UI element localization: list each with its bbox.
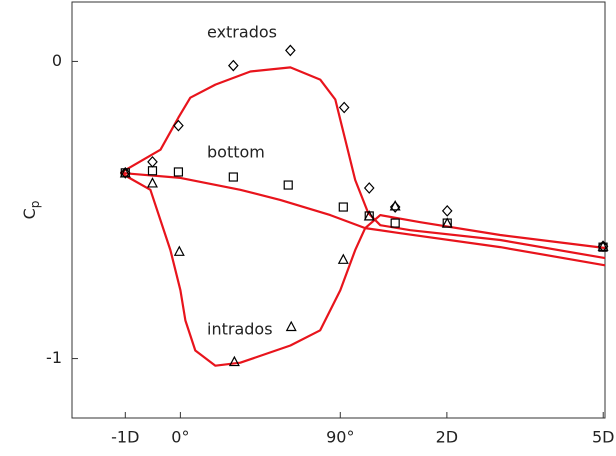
marker-diamond xyxy=(119,166,131,179)
annotation: intrados xyxy=(207,320,273,339)
marker-square xyxy=(390,218,400,228)
marker-triangle xyxy=(337,253,349,264)
marker-square xyxy=(228,172,238,182)
marker-diamond xyxy=(173,119,184,132)
plot-frame xyxy=(71,1,606,419)
x-tick-label: 90° xyxy=(326,428,354,447)
marker-diamond xyxy=(147,155,158,168)
annotation: extrados xyxy=(207,23,277,42)
marker-triangle xyxy=(119,167,131,178)
y-tick-label: 0 xyxy=(52,51,62,70)
marker-triangle xyxy=(228,355,240,367)
curve xyxy=(120,171,606,267)
annotation: bottom xyxy=(207,143,265,162)
y-label-sub: p xyxy=(28,201,42,209)
y-label-main: C xyxy=(20,208,39,219)
marker-triangle xyxy=(146,177,158,188)
marker-square xyxy=(338,202,348,212)
marker-diamond xyxy=(228,59,239,72)
marker-diamond xyxy=(363,182,375,194)
marker-diamond xyxy=(389,201,401,213)
y-tick-label: -1 xyxy=(46,348,62,367)
marker-square xyxy=(283,180,293,190)
y-axis-label: Cp xyxy=(20,201,42,220)
marker-diamond xyxy=(338,101,350,114)
marker-diamond xyxy=(441,204,453,217)
marker-triangle xyxy=(285,320,297,332)
marker-triangle xyxy=(597,240,609,251)
marker-diamond xyxy=(285,44,296,57)
marker-triangle xyxy=(441,217,453,228)
curve xyxy=(119,66,606,260)
marker-triangle xyxy=(173,245,185,256)
x-tick-label: 2D xyxy=(436,428,459,447)
curve xyxy=(119,171,606,367)
marker-triangle xyxy=(389,200,401,211)
marker-triangle xyxy=(363,210,375,221)
x-tick-label: 5D xyxy=(592,428,615,447)
x-tick-label: 0° xyxy=(171,428,189,447)
marker-square xyxy=(147,166,158,176)
x-tick-label: -1D xyxy=(111,428,139,447)
marker-square xyxy=(598,242,608,252)
marker-square xyxy=(173,167,184,177)
